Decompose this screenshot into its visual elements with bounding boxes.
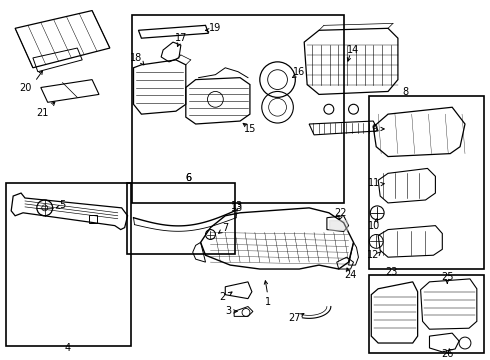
Text: 3: 3: [225, 306, 231, 316]
Text: 5: 5: [59, 200, 66, 210]
Bar: [6, 183, 130, 346]
Text: 11: 11: [368, 178, 380, 188]
Bar: [369, 275, 484, 353]
Text: 12: 12: [367, 250, 379, 260]
Text: 13: 13: [231, 203, 243, 213]
Text: 2: 2: [219, 292, 225, 302]
Text: 6: 6: [186, 173, 192, 183]
Text: 16: 16: [293, 67, 305, 77]
Text: 21: 21: [37, 108, 49, 118]
Text: 10: 10: [368, 221, 380, 231]
Text: 13: 13: [231, 201, 243, 211]
Text: 19: 19: [209, 23, 221, 33]
Text: 20: 20: [19, 82, 31, 93]
Text: 7: 7: [222, 222, 228, 233]
Text: 26: 26: [441, 349, 453, 359]
Text: 6: 6: [186, 173, 192, 183]
Bar: [369, 96, 484, 269]
Text: 15: 15: [244, 124, 256, 134]
Text: 22: 22: [335, 208, 347, 218]
Text: 8: 8: [403, 87, 409, 98]
Text: 23: 23: [385, 267, 397, 277]
Bar: [126, 183, 235, 254]
Text: 1: 1: [265, 297, 271, 307]
Bar: [89, 215, 97, 223]
Text: 9: 9: [371, 124, 377, 134]
Text: 25: 25: [441, 272, 453, 282]
Text: 27: 27: [288, 313, 300, 323]
Text: 4: 4: [64, 343, 71, 353]
Bar: [131, 15, 343, 203]
Text: 14: 14: [347, 45, 360, 55]
Text: 17: 17: [175, 33, 187, 43]
Text: 18: 18: [130, 53, 143, 63]
Text: 24: 24: [344, 270, 357, 280]
